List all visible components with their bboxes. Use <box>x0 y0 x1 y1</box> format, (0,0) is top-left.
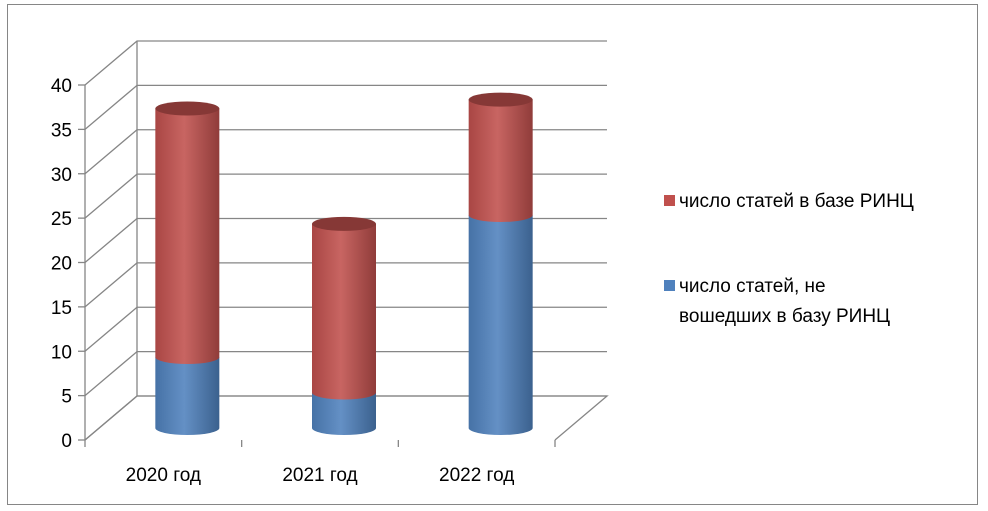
bar-segment <box>468 99 533 222</box>
y-tick-label: 30 <box>51 165 72 186</box>
y-tick-label: 15 <box>51 298 72 319</box>
gridline <box>84 173 607 219</box>
gridline <box>84 350 607 397</box>
bar-segment <box>155 108 220 365</box>
bar-segment <box>155 357 220 436</box>
gridlines <box>78 40 607 447</box>
x-tick-label: 2020 год <box>126 465 201 486</box>
y-tick-label: 10 <box>51 342 72 363</box>
gridline <box>84 262 607 308</box>
bar-top-cap <box>155 101 220 116</box>
bar-top-cap <box>468 92 533 107</box>
bar-top-cap <box>312 216 376 231</box>
legend: число статей в базе РИНЦ число статей, не… <box>664 191 914 327</box>
x-tick-label: 2021 год <box>282 465 357 486</box>
y-tick-label: 35 <box>51 120 72 141</box>
gridline <box>84 395 607 441</box>
x-axis-tick-labels: 2020 год 2021 год 2022 год <box>126 465 515 486</box>
y-tick-label: 0 <box>61 431 72 452</box>
bar-segment <box>468 215 533 436</box>
gridline <box>84 84 607 130</box>
legend-swatch <box>664 195 675 206</box>
y-tick-label: 40 <box>51 76 72 97</box>
gridline <box>84 217 607 263</box>
y-axis-tick-labels: 0 5 10 15 20 25 30 35 40 <box>51 76 72 452</box>
y-tick-label: 20 <box>51 254 72 275</box>
bars <box>155 92 533 436</box>
bar-segment <box>312 223 376 400</box>
gridline <box>84 40 607 86</box>
gridline <box>84 129 607 175</box>
x-tick-label: 2022 год <box>439 465 514 486</box>
y-tick-label: 25 <box>51 209 72 230</box>
legend-label: вошедших в базу РИНЦ <box>679 306 890 327</box>
gridline <box>84 306 607 352</box>
bar-segment <box>312 392 376 435</box>
legend-label: число статей, не <box>679 276 826 297</box>
legend-swatch <box>664 280 675 291</box>
y-tick-label: 5 <box>61 387 72 408</box>
legend-label: число статей в базе РИНЦ <box>679 191 914 212</box>
